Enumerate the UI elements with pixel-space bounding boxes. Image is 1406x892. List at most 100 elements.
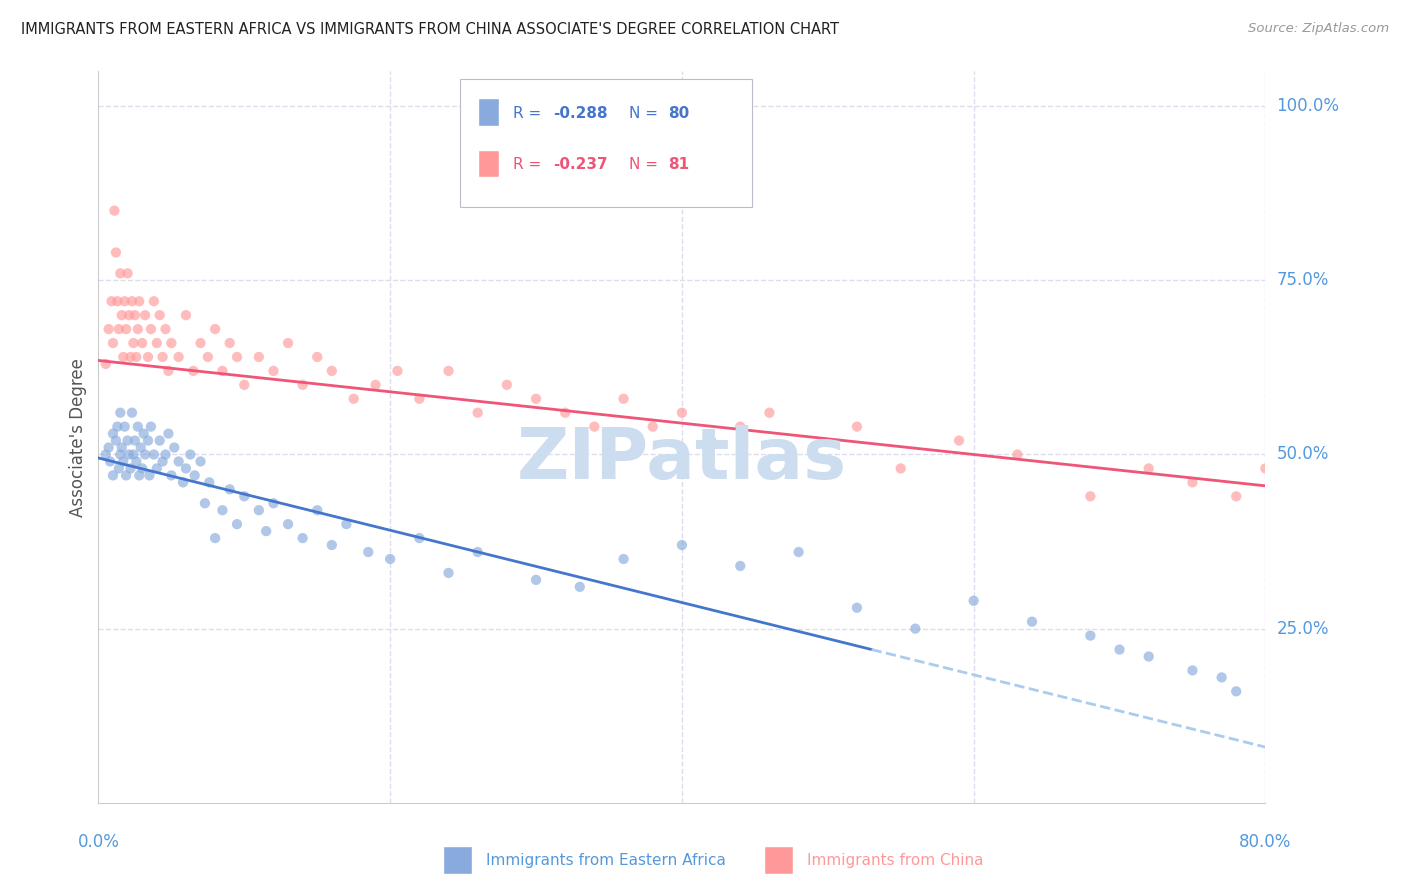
Point [247,503,270,517]
Point [291,377,314,392]
Point [218,483,240,497]
Point [524,392,547,406]
Point [121,294,143,309]
Point [262,496,284,510]
Point [277,517,299,532]
Point [846,600,869,615]
Point [120,461,142,475]
Point [262,364,284,378]
Text: 25.0%: 25.0% [1277,620,1329,638]
Point [254,524,277,538]
Point [124,434,146,448]
Point [114,294,136,309]
Point [197,350,219,364]
Point [131,336,153,351]
Point [179,448,201,462]
Text: N =: N = [630,105,664,120]
FancyBboxPatch shape [478,150,499,178]
Point [174,461,197,475]
Text: IMMIGRANTS FROM EASTERN AFRICA VS IMMIGRANTS FROM CHINA ASSOCIATE'S DEGREE CORRE: IMMIGRANTS FROM EASTERN AFRICA VS IMMIGR… [21,22,839,37]
Point [94,448,117,462]
Point [174,308,197,322]
Point [152,350,174,364]
Point [291,531,314,545]
Point [155,322,177,336]
Point [104,434,127,448]
Point [226,517,249,532]
Point [115,468,138,483]
Point [730,419,752,434]
Point [277,336,299,351]
Text: 81: 81 [668,157,689,172]
Point [110,266,132,280]
Point [554,406,576,420]
Point [163,441,186,455]
Point [408,392,430,406]
Point [233,377,256,392]
Point [1225,684,1247,698]
Point [948,434,970,448]
Point [357,545,380,559]
Point [105,419,128,434]
Point [387,364,409,378]
Point [131,461,153,475]
Point [104,245,127,260]
Point [190,336,212,351]
Text: 75.0%: 75.0% [1277,271,1329,289]
Point [101,336,124,351]
Point [101,468,124,483]
Point [380,552,402,566]
Point [117,266,139,280]
Point [139,322,162,336]
Point [1284,475,1306,490]
FancyBboxPatch shape [478,98,499,127]
Point [1007,448,1029,462]
Point [157,364,180,378]
Point [121,406,143,420]
Point [700,434,723,448]
Point [321,364,343,378]
Point [904,622,927,636]
Point [226,350,249,364]
Point [114,419,136,434]
Point [129,441,152,455]
Point [108,461,131,475]
FancyBboxPatch shape [460,78,752,207]
Point [568,580,591,594]
Point [218,336,240,351]
Text: ZIPatlas: ZIPatlas [517,425,846,493]
Text: -0.237: -0.237 [554,157,609,172]
Point [146,336,169,351]
Point [149,308,172,322]
Point [125,350,148,364]
Point [1211,670,1233,684]
Point [1357,489,1379,503]
Point [146,461,169,475]
Point [437,566,460,580]
Text: 100.0%: 100.0% [1277,97,1340,115]
Text: -0.288: -0.288 [554,105,609,120]
Point [152,454,174,468]
Point [211,364,233,378]
Point [204,322,226,336]
Text: 80.0%: 80.0% [1239,833,1292,851]
Point [496,377,519,392]
Point [128,468,150,483]
Point [198,475,221,490]
Point [1254,461,1277,475]
Point [307,503,329,517]
Point [139,419,162,434]
Text: R =: R = [513,157,546,172]
Point [111,441,134,455]
Point [801,448,824,462]
Point [190,454,212,468]
Point [97,441,120,455]
Point [122,336,145,351]
Point [128,294,150,309]
Point [125,454,148,468]
Point [120,350,142,364]
Point [211,503,233,517]
Point [181,364,204,378]
Point [307,350,329,364]
Text: Immigrants from China: Immigrants from China [807,853,983,868]
